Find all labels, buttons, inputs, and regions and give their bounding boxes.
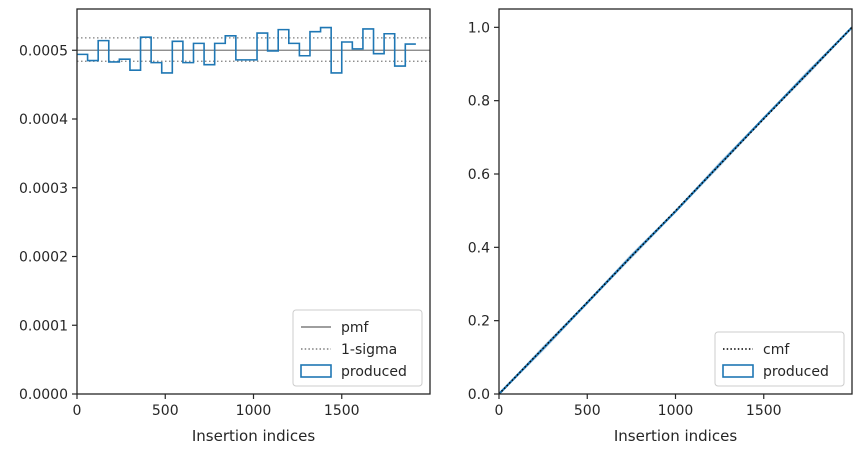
x-axis-label: Insertion indices — [614, 427, 737, 445]
x-tick-label: 0 — [495, 403, 504, 419]
legend-box — [714, 331, 845, 387]
plot-area — [77, 26, 430, 74]
legend-label: pmf — [341, 320, 370, 336]
legend-label: 1-sigma — [341, 342, 397, 358]
y-tick-label: 1.0 — [468, 20, 490, 36]
y-tick-label: 0.0003 — [19, 181, 68, 197]
y-tick-label: 0.8 — [468, 94, 490, 110]
legend-label: produced — [341, 364, 407, 380]
x-tick-label: 500 — [574, 403, 601, 419]
y-tick-label: 0.0001 — [19, 318, 68, 334]
x-tick-label: 1500 — [746, 403, 782, 419]
left-panel-pmf: 0 500 1000 1500 0.0000 0.0001 0.0002 0.0003 0.00… — [19, 8, 431, 445]
legend-label: cmf — [763, 342, 790, 358]
plot-area — [499, 26, 852, 394]
legend-handle-produced — [722, 364, 754, 378]
legend-handle-produced — [300, 364, 332, 378]
x-axis-label: Insertion indices — [192, 427, 315, 445]
y-tick-label: 0.2 — [468, 314, 490, 330]
y-tick-label: 0.6 — [468, 167, 490, 183]
y-tick-label: 0.0004 — [19, 112, 68, 128]
y-tick-label: 0.0 — [468, 387, 490, 403]
y-tick-label: 0.4 — [468, 240, 490, 256]
x-tick-label: 1000 — [658, 403, 694, 419]
x-tick-label: 1000 — [236, 403, 272, 419]
x-tick-label: 500 — [152, 403, 179, 419]
y-tick-label: 0.0002 — [19, 250, 68, 266]
x-tick-label: 0 — [73, 403, 82, 419]
y-tick-label: 0.0005 — [19, 43, 68, 59]
produced-histogram — [77, 26, 416, 74]
legend: pmf 1-sigma produced — [292, 309, 423, 387]
legend-label: produced — [763, 364, 829, 380]
legend-box — [292, 309, 423, 387]
right-panel-cmf: 0 500 1000 1500 0.0 0.2 0.4 0.6 0.8 1.0 Insertion … — [468, 8, 853, 445]
x-tick-label: 1500 — [324, 403, 360, 419]
legend: cmf produced — [714, 331, 845, 387]
y-tick-label: 0.0000 — [19, 387, 68, 403]
